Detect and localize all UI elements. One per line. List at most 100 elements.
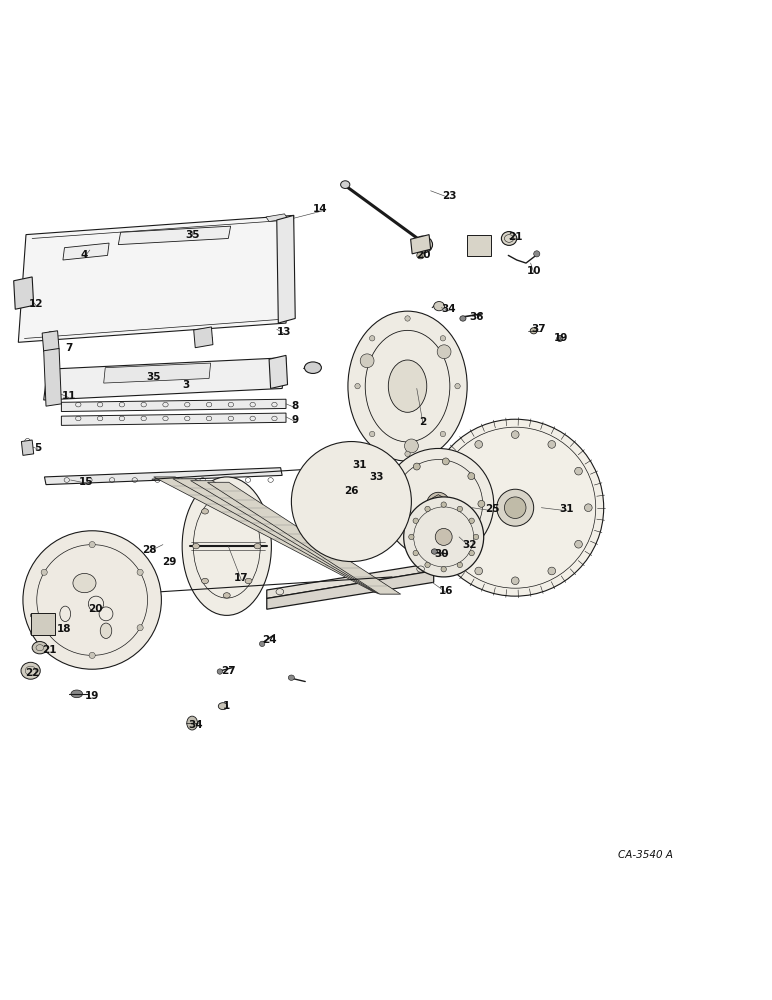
Ellipse shape xyxy=(511,577,519,585)
Ellipse shape xyxy=(354,507,357,510)
Ellipse shape xyxy=(245,578,252,584)
Ellipse shape xyxy=(41,569,47,575)
Text: 35: 35 xyxy=(147,372,161,382)
Ellipse shape xyxy=(89,652,95,658)
Ellipse shape xyxy=(434,302,445,311)
Ellipse shape xyxy=(405,451,410,457)
Ellipse shape xyxy=(383,448,493,559)
Ellipse shape xyxy=(440,431,445,437)
Ellipse shape xyxy=(340,181,350,188)
Text: 27: 27 xyxy=(221,666,235,676)
Bar xyxy=(467,235,492,256)
Polygon shape xyxy=(411,235,431,254)
Ellipse shape xyxy=(557,335,563,342)
Text: 5: 5 xyxy=(35,443,42,453)
Ellipse shape xyxy=(408,534,414,540)
Ellipse shape xyxy=(192,543,199,549)
Ellipse shape xyxy=(440,336,445,341)
Text: 18: 18 xyxy=(57,624,72,634)
Text: 12: 12 xyxy=(29,299,43,309)
Ellipse shape xyxy=(438,504,446,512)
Ellipse shape xyxy=(100,623,112,638)
Polygon shape xyxy=(62,413,286,425)
Ellipse shape xyxy=(413,550,418,556)
Ellipse shape xyxy=(468,528,475,535)
Ellipse shape xyxy=(469,518,474,523)
Ellipse shape xyxy=(397,485,404,492)
Ellipse shape xyxy=(259,641,265,647)
Ellipse shape xyxy=(473,534,479,540)
Ellipse shape xyxy=(425,506,430,512)
Ellipse shape xyxy=(312,462,319,469)
Text: 16: 16 xyxy=(438,586,453,596)
Polygon shape xyxy=(267,571,434,609)
Text: 31: 31 xyxy=(352,460,367,470)
Ellipse shape xyxy=(355,383,361,389)
Ellipse shape xyxy=(346,507,349,510)
Polygon shape xyxy=(44,358,286,400)
Text: 20: 20 xyxy=(88,604,103,614)
Text: 33: 33 xyxy=(370,472,384,482)
Text: 22: 22 xyxy=(25,668,39,678)
Polygon shape xyxy=(208,482,401,594)
Ellipse shape xyxy=(52,631,56,635)
Text: 3: 3 xyxy=(182,380,190,390)
Polygon shape xyxy=(19,215,293,342)
Polygon shape xyxy=(267,563,434,598)
Text: CA-3540 A: CA-3540 A xyxy=(618,850,673,860)
Ellipse shape xyxy=(394,515,401,522)
Ellipse shape xyxy=(342,500,345,503)
Ellipse shape xyxy=(361,547,368,554)
Ellipse shape xyxy=(457,562,462,568)
Ellipse shape xyxy=(442,458,449,465)
Polygon shape xyxy=(173,479,397,593)
Ellipse shape xyxy=(413,538,420,545)
Text: 19: 19 xyxy=(85,691,100,701)
Ellipse shape xyxy=(254,543,261,549)
Polygon shape xyxy=(22,440,34,455)
Ellipse shape xyxy=(427,419,604,596)
Ellipse shape xyxy=(361,449,368,456)
Text: 17: 17 xyxy=(234,573,249,583)
Ellipse shape xyxy=(335,449,342,456)
Ellipse shape xyxy=(475,567,482,575)
Ellipse shape xyxy=(501,232,516,245)
Ellipse shape xyxy=(530,328,537,334)
Text: 36: 36 xyxy=(469,312,484,322)
Polygon shape xyxy=(269,355,287,388)
Ellipse shape xyxy=(304,362,321,373)
Ellipse shape xyxy=(21,662,40,679)
Polygon shape xyxy=(103,363,211,383)
Ellipse shape xyxy=(30,613,34,617)
Polygon shape xyxy=(63,243,109,260)
Ellipse shape xyxy=(23,531,161,669)
Polygon shape xyxy=(45,468,282,485)
Text: 9: 9 xyxy=(292,415,299,425)
Text: 15: 15 xyxy=(79,477,93,487)
Ellipse shape xyxy=(291,442,411,562)
Ellipse shape xyxy=(475,441,482,448)
Ellipse shape xyxy=(182,477,272,615)
Polygon shape xyxy=(266,214,287,222)
Ellipse shape xyxy=(335,547,342,554)
Ellipse shape xyxy=(417,252,425,259)
Text: 26: 26 xyxy=(344,486,359,496)
Ellipse shape xyxy=(504,497,526,518)
Text: 1: 1 xyxy=(222,701,229,711)
Text: 34: 34 xyxy=(442,304,456,314)
Ellipse shape xyxy=(187,716,198,730)
Polygon shape xyxy=(430,495,446,513)
Ellipse shape xyxy=(370,336,375,341)
Text: 34: 34 xyxy=(188,720,202,730)
Ellipse shape xyxy=(469,550,474,556)
Text: 11: 11 xyxy=(62,391,76,401)
Ellipse shape xyxy=(41,625,47,631)
Text: 19: 19 xyxy=(554,333,568,343)
Ellipse shape xyxy=(71,690,83,698)
Ellipse shape xyxy=(348,311,467,461)
Ellipse shape xyxy=(354,493,357,496)
Text: 7: 7 xyxy=(205,337,213,347)
Ellipse shape xyxy=(405,439,418,453)
Ellipse shape xyxy=(496,489,533,526)
Ellipse shape xyxy=(437,345,451,359)
